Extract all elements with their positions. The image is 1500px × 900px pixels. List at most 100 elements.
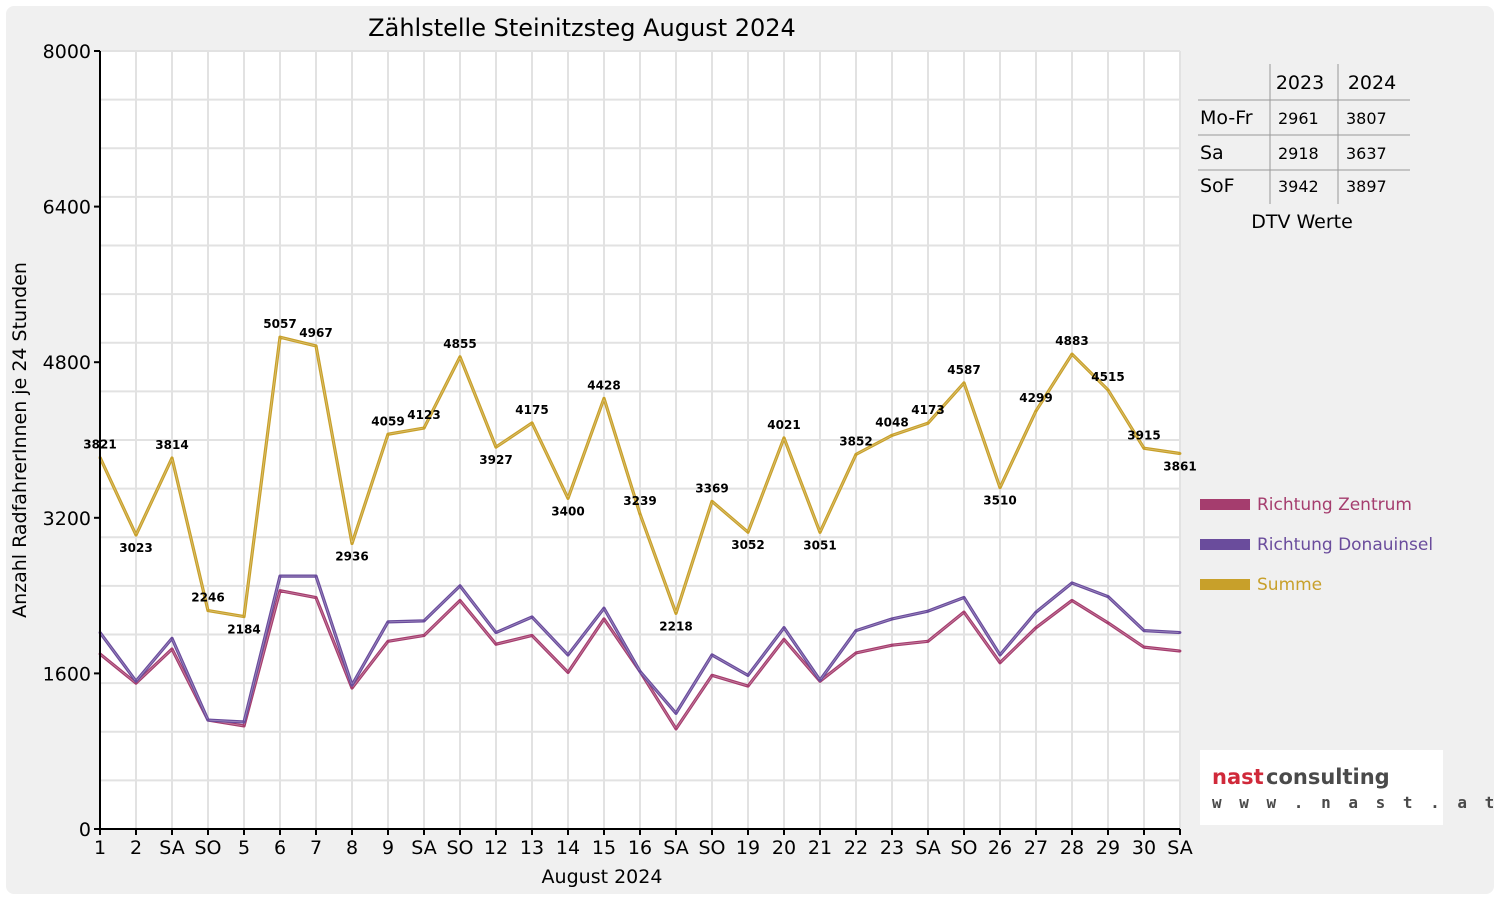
data-label: 4021: [767, 418, 800, 432]
legend-swatch-donauinsel: [1200, 539, 1250, 550]
data-point: [170, 636, 174, 640]
data-point: [1106, 595, 1110, 598]
logo-brand-part2: consulting: [1266, 765, 1390, 789]
data-label: 3814: [155, 438, 188, 452]
data-point: [1070, 599, 1074, 602]
data-label: 4299: [1019, 391, 1052, 405]
data-point: [1178, 452, 1182, 455]
dtv-col-2024: 2024: [1348, 72, 1396, 94]
data-point: [530, 615, 534, 619]
data-label: 2246: [191, 591, 224, 605]
dtv-cell: 3637: [1346, 144, 1387, 163]
data-label: 3369: [695, 481, 728, 495]
data-point: [962, 610, 966, 614]
x-tick-label: 22: [844, 837, 868, 859]
data-point: [890, 433, 894, 437]
x-tick-label: 23: [880, 837, 904, 859]
data-point: [1142, 645, 1146, 649]
data-label: 4967: [299, 326, 332, 340]
dtv-table: 2023 2024 Mo-Fr 2961 3807 Sa 2918 3637 S…: [1198, 64, 1410, 233]
data-point: [710, 653, 714, 657]
data-point: [818, 530, 822, 534]
data-point: [854, 452, 858, 456]
data-point: [854, 651, 858, 655]
x-tick-label: 13: [520, 837, 544, 859]
data-point: [1178, 631, 1182, 634]
x-tick-label: 8: [346, 837, 358, 859]
x-tick-label: 2: [130, 837, 142, 859]
data-label: 3400: [551, 504, 584, 518]
data-point: [1142, 446, 1146, 450]
x-tick-label: 27: [1024, 837, 1048, 859]
data-point: [962, 381, 966, 385]
data-point: [782, 436, 786, 440]
data-point: [854, 629, 858, 633]
data-point: [206, 718, 210, 722]
x-tick-label: 12: [484, 837, 508, 859]
dtv-col-2023: 2023: [1276, 72, 1324, 94]
data-label: 3051: [803, 538, 836, 552]
data-point: [926, 609, 930, 613]
data-point: [602, 617, 606, 621]
data-point: [746, 530, 750, 534]
data-label: 4123: [407, 408, 440, 422]
data-point: [314, 596, 318, 599]
grid-lines: [100, 50, 1181, 829]
data-point: [350, 542, 354, 545]
data-point: [1106, 621, 1110, 625]
data-label: 4855: [443, 337, 476, 351]
data-point: [674, 727, 678, 731]
data-point: [458, 599, 462, 602]
x-tick-label: SA: [159, 837, 184, 859]
data-point: [422, 426, 426, 430]
data-point: [926, 421, 930, 425]
x-tick-label: 20: [772, 837, 796, 859]
data-label: 3239: [623, 494, 656, 508]
x-tick-label: 5: [238, 837, 250, 859]
x-tick-label: 7: [310, 837, 322, 859]
data-point: [782, 637, 786, 641]
data-point: [494, 642, 498, 646]
data-labels: 3821302338142246218450574967293640594123…: [83, 317, 1196, 636]
data-point: [998, 486, 1002, 490]
data-point: [1034, 610, 1038, 614]
data-point: [674, 711, 678, 715]
data-label: 4515: [1091, 370, 1124, 384]
data-point: [170, 456, 174, 460]
data-point: [926, 639, 930, 643]
x-tick-label: SA: [1167, 837, 1192, 859]
legend-label-summe: Summe: [1257, 575, 1322, 595]
data-label: 2936: [335, 549, 368, 563]
legend-label-donauinsel: Richtung Donauinsel: [1257, 535, 1433, 555]
x-tick-label: SO: [698, 837, 725, 859]
x-tick-label: 29: [1096, 837, 1120, 859]
x-tick-label: SA: [915, 837, 940, 859]
data-point: [494, 631, 498, 634]
data-point: [530, 421, 534, 425]
data-point: [998, 661, 1002, 665]
data-label: 3915: [1127, 428, 1160, 442]
x-tick-label: 6: [274, 837, 286, 859]
data-label: 2184: [227, 623, 260, 637]
y-tick-label: 0: [79, 819, 91, 841]
data-point: [746, 673, 750, 677]
series-lines: [98, 335, 1182, 731]
dtv-cell: 3942: [1278, 177, 1319, 196]
data-label: 3852: [839, 434, 872, 448]
x-tick-label: SA: [663, 837, 688, 859]
x-tick-label: 21: [808, 837, 832, 859]
data-label: 2218: [659, 619, 692, 633]
data-point: [890, 643, 894, 647]
x-tick-label: SA: [411, 837, 436, 859]
data-point: [602, 396, 606, 400]
data-point: [1142, 629, 1146, 633]
data-point: [386, 432, 390, 436]
dtv-row-label: Sa: [1200, 142, 1224, 164]
data-point: [602, 606, 606, 610]
data-label: 4428: [587, 378, 620, 392]
data-point: [386, 639, 390, 643]
data-label: 4173: [911, 403, 944, 417]
data-point: [710, 673, 714, 677]
x-tick-label: SO: [194, 837, 221, 859]
data-point: [314, 574, 318, 578]
